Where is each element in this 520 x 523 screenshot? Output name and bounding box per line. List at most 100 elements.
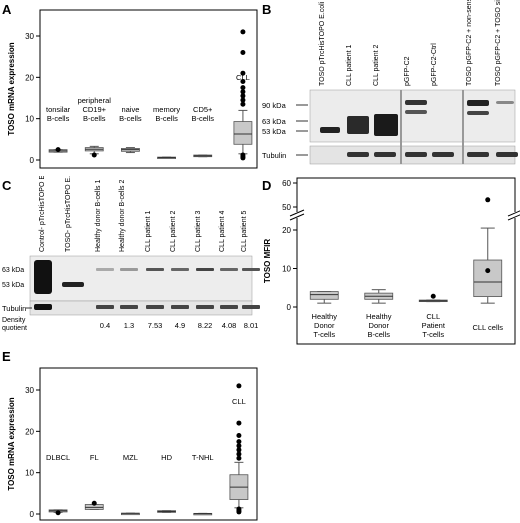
lane-label: CLL patient 5 bbox=[241, 211, 248, 252]
blot-band bbox=[347, 116, 369, 134]
category-label: Healthy bbox=[312, 312, 338, 321]
tubulin-band bbox=[242, 305, 260, 309]
blot-membrane bbox=[29, 255, 253, 302]
box bbox=[309, 291, 339, 300]
axis-break-mark bbox=[289, 209, 305, 217]
y-axis-label: TOSO mRNA expression bbox=[7, 397, 16, 490]
blot-band bbox=[220, 268, 238, 271]
lane-label: TOSO- pTrcHisTOPO E.coli bbox=[65, 176, 72, 252]
category-label: MZL bbox=[123, 453, 138, 462]
plot-frame bbox=[39, 9, 258, 169]
axis-break-gap bbox=[296, 212, 517, 218]
tubulin-band bbox=[432, 152, 454, 157]
tubulin-band bbox=[196, 305, 214, 309]
y-axis-label: TOSO MFIR bbox=[263, 239, 272, 284]
outlier-point bbox=[485, 268, 491, 274]
category-label: B-cells bbox=[155, 114, 178, 123]
outlier-point bbox=[240, 155, 246, 161]
tubulin-band bbox=[220, 305, 238, 309]
kda-marker-label: 90 kDa bbox=[262, 101, 287, 110]
lane-label: pGFP-C2 bbox=[404, 56, 411, 86]
y-tick-label: 0 bbox=[287, 303, 292, 312]
box bbox=[473, 259, 503, 298]
density-value: 7.53 bbox=[148, 321, 163, 330]
ladder-band bbox=[34, 260, 52, 294]
outlier-point bbox=[240, 89, 246, 95]
density-label: Density bbox=[2, 317, 26, 324]
category-label: Patient bbox=[422, 321, 446, 330]
y-axis-label: TOSO mRNA expression bbox=[7, 42, 16, 135]
outlier-point bbox=[236, 451, 242, 457]
category-label: B-cells bbox=[367, 330, 390, 339]
blot-band bbox=[467, 111, 489, 115]
category-label: CLL cells bbox=[472, 323, 503, 332]
kda-marker-label: 53 kDa bbox=[262, 127, 287, 136]
outlier-point bbox=[236, 443, 242, 449]
category-label: DLBCL bbox=[46, 453, 70, 462]
outlier-point bbox=[430, 293, 436, 299]
category-label: CLL bbox=[236, 73, 250, 82]
tubulin-band bbox=[467, 152, 489, 157]
lane-label: TOSO pGFP-C2 + non-sense siRNA bbox=[466, 0, 473, 86]
blot-band bbox=[320, 127, 340, 133]
blot-band bbox=[146, 268, 164, 271]
category-label: T-NHL bbox=[192, 453, 214, 462]
panel-letter-e: E bbox=[2, 349, 11, 364]
outlier-point bbox=[236, 383, 242, 389]
outlier-point bbox=[236, 432, 242, 438]
lane-label: CLL patient 2 bbox=[373, 45, 380, 86]
y-tick-label: 30 bbox=[25, 32, 34, 41]
density-value: 8.01 bbox=[244, 321, 259, 330]
y-tick-label: 20 bbox=[25, 427, 34, 436]
outlier-point bbox=[240, 97, 246, 103]
outlier-point bbox=[240, 70, 246, 76]
tubulin-band bbox=[496, 152, 518, 157]
category-label: CLL bbox=[426, 312, 440, 321]
y-tick-label: 0 bbox=[30, 156, 35, 165]
outlier-point bbox=[236, 420, 242, 426]
lane-divider bbox=[400, 90, 402, 164]
outlier-point bbox=[240, 85, 246, 91]
blot-membrane bbox=[309, 89, 516, 143]
y-tick-label: 10 bbox=[25, 469, 34, 478]
kda-marker-label: 53 kDa bbox=[2, 282, 24, 289]
outlier-point bbox=[240, 29, 246, 35]
category-label: Donor bbox=[369, 321, 390, 330]
y-tick-label: 30 bbox=[25, 386, 34, 395]
plot-frame bbox=[39, 367, 258, 521]
blot-band bbox=[496, 101, 514, 104]
y-tick-label: 20 bbox=[25, 73, 34, 82]
tubulin-membrane bbox=[29, 300, 253, 316]
tubulin-band bbox=[120, 305, 138, 309]
lane-label: CLL patient 2 bbox=[170, 211, 177, 252]
y-tick-label: 60 bbox=[282, 179, 291, 188]
lane-label: CLL patient 1 bbox=[145, 211, 152, 252]
panel-letter-d: D bbox=[262, 178, 272, 193]
outlier-point bbox=[236, 447, 242, 453]
axis-break-mark bbox=[289, 213, 305, 221]
category-label: memory bbox=[153, 105, 180, 114]
outlier-point bbox=[240, 50, 246, 56]
plot-frame bbox=[296, 177, 516, 345]
panel-letter-a: A bbox=[2, 2, 12, 17]
category-label: B-cells bbox=[191, 114, 214, 123]
category-label: B-cells bbox=[47, 114, 70, 123]
outlier-point bbox=[55, 510, 61, 516]
category-label: T-cells bbox=[313, 330, 335, 339]
outlier-point bbox=[236, 509, 242, 515]
outlier-point bbox=[240, 78, 246, 84]
y-tick-label: 20 bbox=[282, 226, 291, 235]
blot-band bbox=[120, 268, 138, 271]
blot-band bbox=[405, 110, 427, 114]
category-label: Healthy bbox=[366, 312, 392, 321]
category-label: B-cells bbox=[119, 114, 142, 123]
western-blot-b: TOSO pTrcHisTOPO E.coli CLL patient 1 CLL … bbox=[262, 0, 518, 165]
outlier-point bbox=[240, 93, 246, 99]
category-label: CLL bbox=[232, 397, 246, 406]
lane-label: CLL patient 1 bbox=[346, 45, 353, 86]
chart-e-lymphoma-vs-cll: 0 10 20 30 TOSO mRNA expression DLBCL FL MZL HD T… bbox=[7, 367, 258, 521]
density-value: 1.3 bbox=[124, 321, 134, 330]
density-value: 8.22 bbox=[198, 321, 213, 330]
category-label: B-cells bbox=[83, 114, 106, 123]
